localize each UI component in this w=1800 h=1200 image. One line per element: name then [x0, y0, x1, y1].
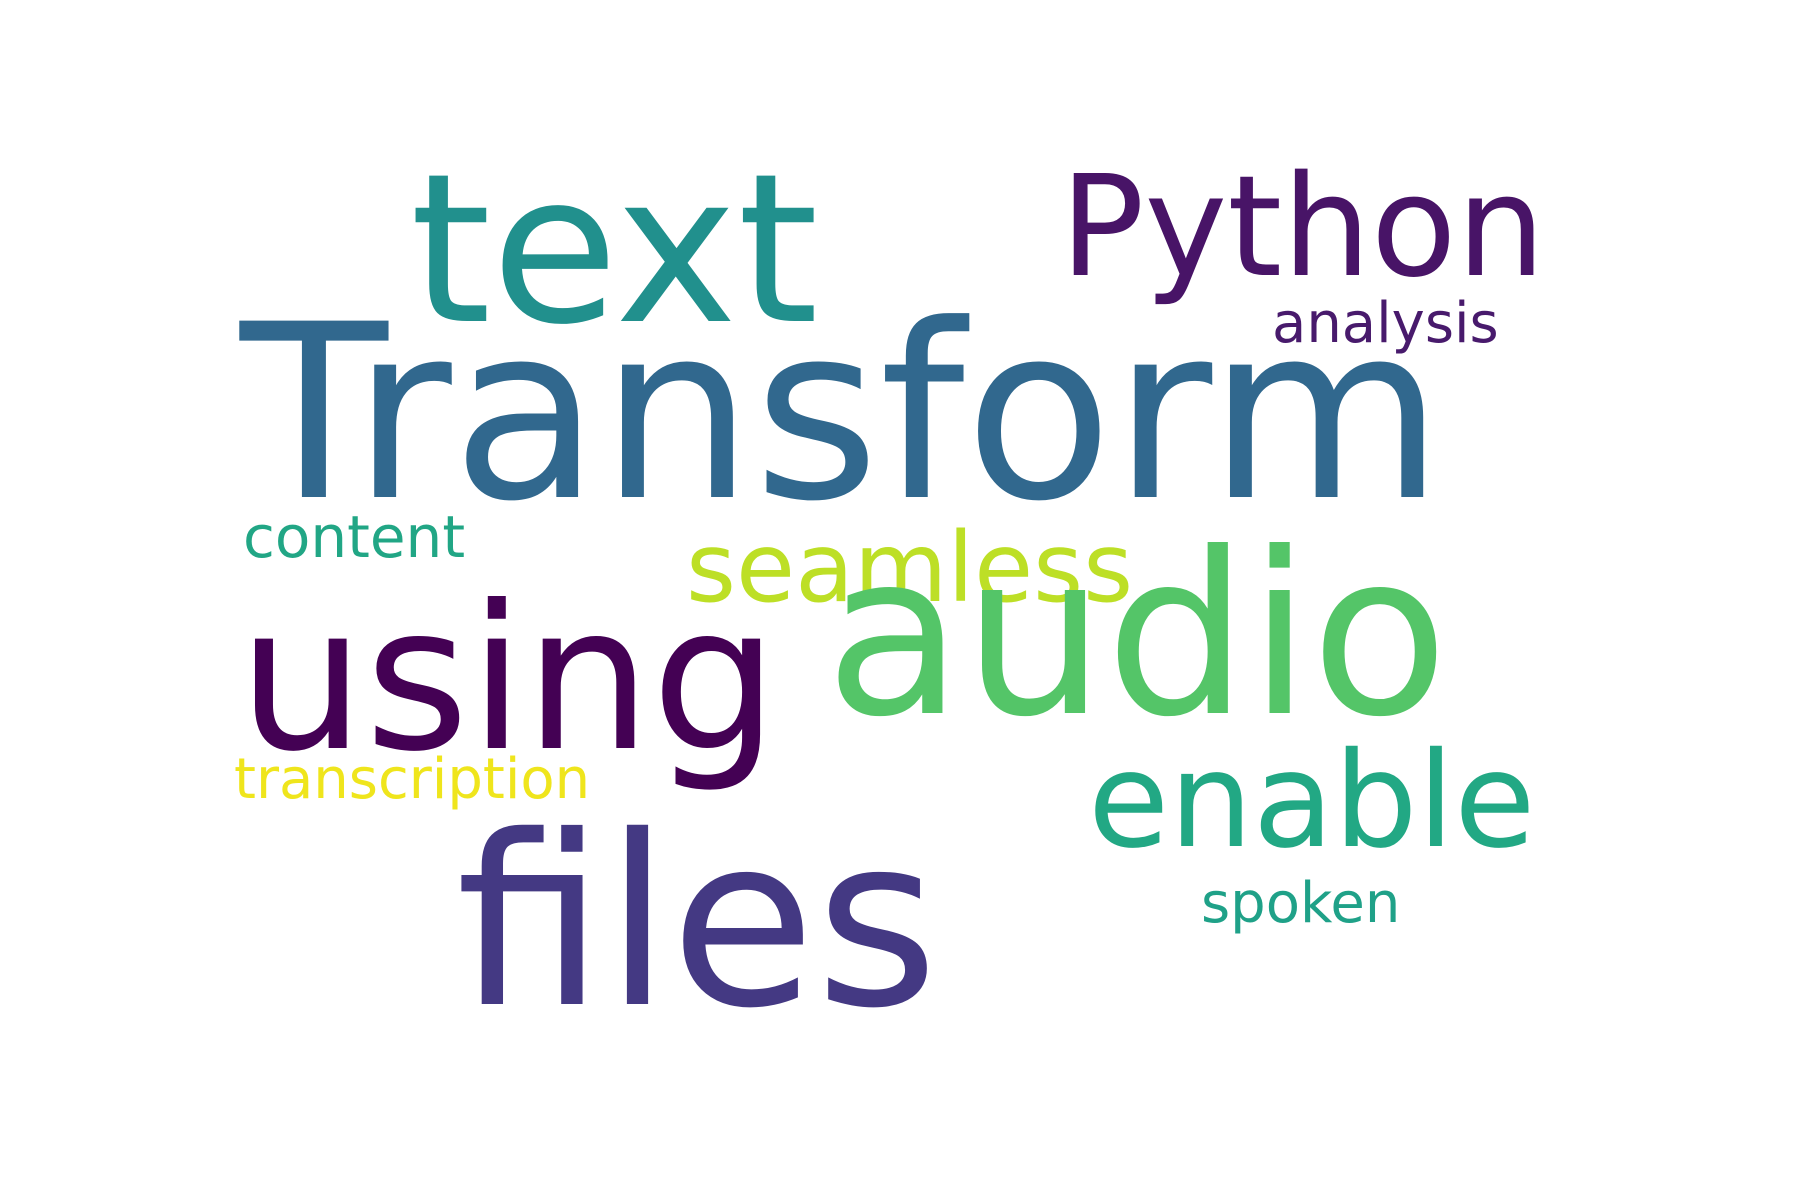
word-files: files	[456, 785, 939, 1060]
word-transcription: transcription	[234, 747, 591, 812]
word-content: content	[243, 503, 466, 571]
word-seamless: seamless	[686, 512, 1134, 624]
word-spoken: spoken	[1201, 871, 1401, 936]
word-analysis: analysis	[1272, 291, 1499, 356]
word-audio: audio	[825, 505, 1449, 767]
word-using: using	[238, 563, 779, 796]
word-python: Python	[1060, 146, 1546, 309]
word-text: text	[410, 129, 819, 370]
word-transform: Transform	[240, 273, 1444, 555]
word-enable: enable	[1088, 724, 1536, 878]
